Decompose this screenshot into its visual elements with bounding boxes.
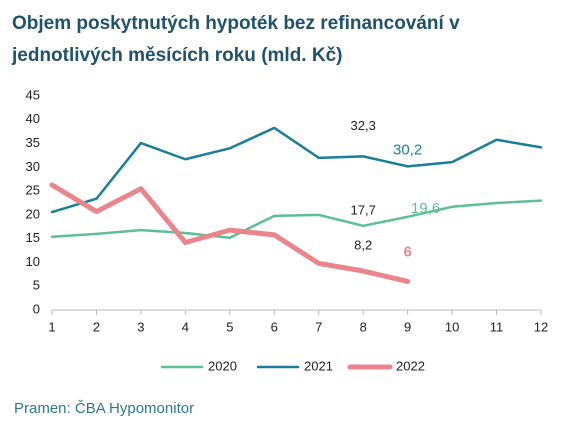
x-tick-label: 6 xyxy=(271,319,278,334)
y-tick-label: 5 xyxy=(33,278,40,293)
data-label: 17,7 xyxy=(351,202,376,217)
y-tick-label: 40 xyxy=(26,111,40,126)
data-label: 30,2 xyxy=(393,141,422,158)
y-tick-label: 35 xyxy=(26,135,40,150)
series-line xyxy=(50,126,543,214)
y-tick-label: 30 xyxy=(26,159,40,174)
legend-label: 2020 xyxy=(208,358,237,373)
x-tick-label: 9 xyxy=(404,319,411,334)
data-label: 32,3 xyxy=(351,118,376,133)
series-line xyxy=(50,199,543,239)
legend-label: 2022 xyxy=(396,358,425,373)
legend-label: 2021 xyxy=(304,358,333,373)
source-note: Pramen: ČBA Hypomonitor xyxy=(14,400,195,417)
x-tick-label: 12 xyxy=(534,319,548,334)
data-label: 19,6 xyxy=(411,200,440,217)
y-tick-label: 45 xyxy=(26,87,40,102)
x-tick-label: 3 xyxy=(137,319,144,334)
y-tick-label: 0 xyxy=(33,301,40,316)
data-label: 6 xyxy=(403,243,411,260)
x-tick-label: 4 xyxy=(182,319,189,334)
x-tick-label: 8 xyxy=(360,319,367,334)
x-tick-label: 2 xyxy=(93,319,100,334)
chart-title: Objem poskytnutých hypoték bez refinanco… xyxy=(12,13,460,66)
y-tick-label: 20 xyxy=(26,206,40,221)
data-label: 8,2 xyxy=(354,237,372,252)
x-tick-label: 7 xyxy=(315,319,322,334)
x-tick-label: 11 xyxy=(490,319,504,334)
x-tick-label: 5 xyxy=(226,319,233,334)
y-tick-label: 15 xyxy=(26,230,40,245)
series-line xyxy=(49,182,411,284)
y-tick-label: 10 xyxy=(26,254,40,269)
y-tick-label: 25 xyxy=(26,183,40,198)
x-tick-label: 10 xyxy=(445,319,459,334)
x-tick-label: 1 xyxy=(48,319,55,334)
